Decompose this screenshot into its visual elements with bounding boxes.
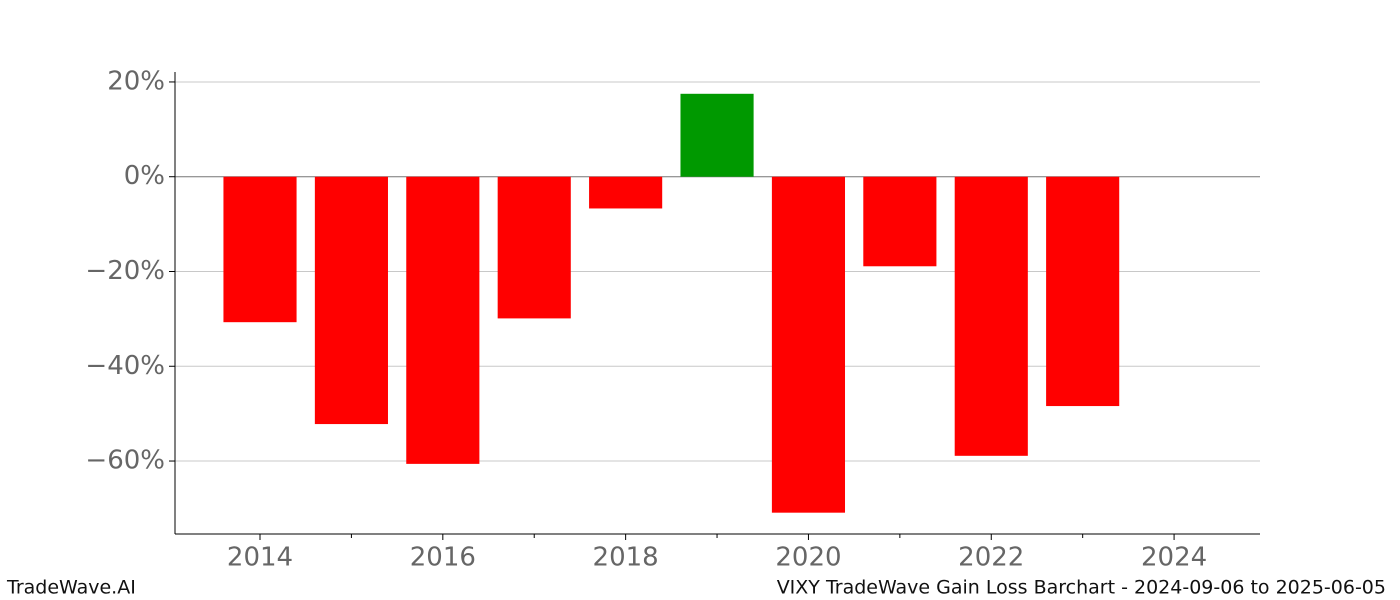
x-tick-label: 2022 — [958, 543, 1024, 573]
x-tick-label: 2016 — [410, 543, 476, 573]
bar — [497, 176, 571, 319]
x-tick-label: 2018 — [593, 543, 659, 573]
x-tick-label: 2014 — [227, 543, 293, 573]
bar — [1046, 176, 1120, 407]
y-tick-label: 0% — [124, 161, 165, 191]
bar — [954, 176, 1028, 456]
bar — [406, 176, 480, 464]
bar — [314, 176, 388, 425]
x-tick-label: 2020 — [775, 543, 841, 573]
bar — [589, 176, 663, 209]
y-tick-label: −20% — [85, 256, 165, 286]
y-tick-label: −60% — [85, 446, 165, 476]
bar — [771, 176, 846, 513]
watermark: TradeWave.AI — [6, 577, 136, 599]
y-tick-label: −40% — [85, 351, 165, 381]
bar — [680, 93, 754, 177]
x-tick-label: 2024 — [1141, 543, 1207, 573]
bar — [863, 176, 937, 267]
bar — [223, 176, 297, 323]
y-tick-label: 20% — [107, 66, 165, 96]
chart-title: VIXY TradeWave Gain Loss Barchart - 2024… — [777, 577, 1386, 599]
